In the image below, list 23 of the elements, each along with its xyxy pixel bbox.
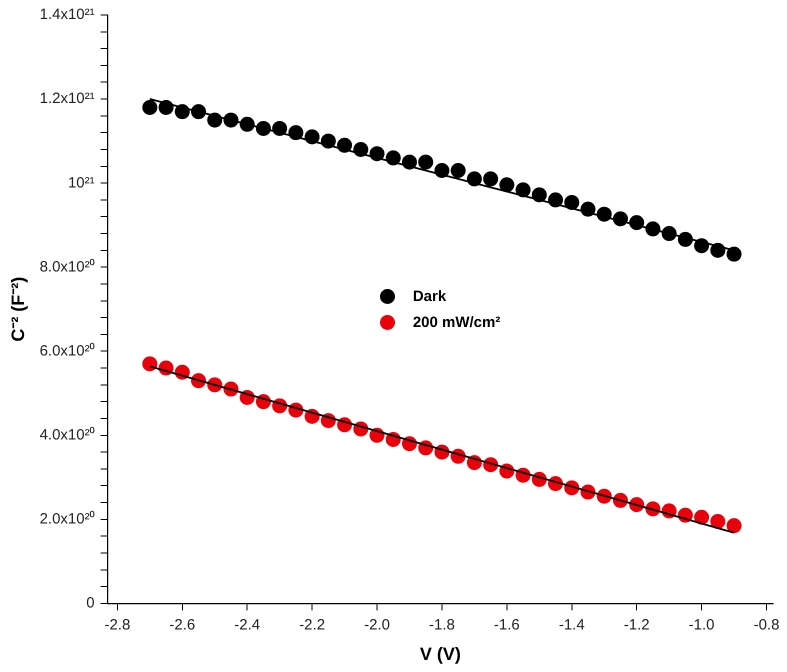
- x-tick-label: -1.6: [494, 616, 520, 634]
- legend-label: Dark: [412, 288, 446, 305]
- x-tick-label: -1.4: [558, 616, 585, 634]
- x-tick-label: -2.8: [104, 616, 130, 634]
- y-tick-label: 0: [86, 594, 95, 612]
- y-tick-label: 1.2x10²¹: [40, 90, 95, 108]
- x-tick-label: -1.0: [688, 616, 715, 634]
- y-axis-title: C⁻² (F⁻²): [8, 276, 28, 342]
- x-tick-label: -0.8: [754, 616, 780, 634]
- y-tick-label: 6.0x10²⁰: [40, 342, 95, 360]
- y-tick-label: 1.4x10²¹: [40, 6, 95, 24]
- y-tick-label: 2.0x10²⁰: [40, 510, 95, 528]
- x-tick-label: -1.8: [429, 616, 455, 634]
- x-tick-label: -2.6: [169, 616, 196, 634]
- y-tick-label: 4.0x10²⁰: [40, 426, 95, 444]
- x-axis-title: V (V): [420, 644, 461, 664]
- x-tick-label: -2.2: [299, 616, 326, 634]
- x-tick-label: -1.2: [624, 616, 650, 634]
- y-tick-label: 10²¹: [68, 174, 95, 192]
- x-tick-label: -2.4: [234, 616, 260, 634]
- y-tick-label: 8.0x10²⁰: [40, 258, 95, 276]
- x-tick-label: -2.0: [364, 616, 390, 634]
- legend-label: 200 mW/cm²: [412, 314, 500, 331]
